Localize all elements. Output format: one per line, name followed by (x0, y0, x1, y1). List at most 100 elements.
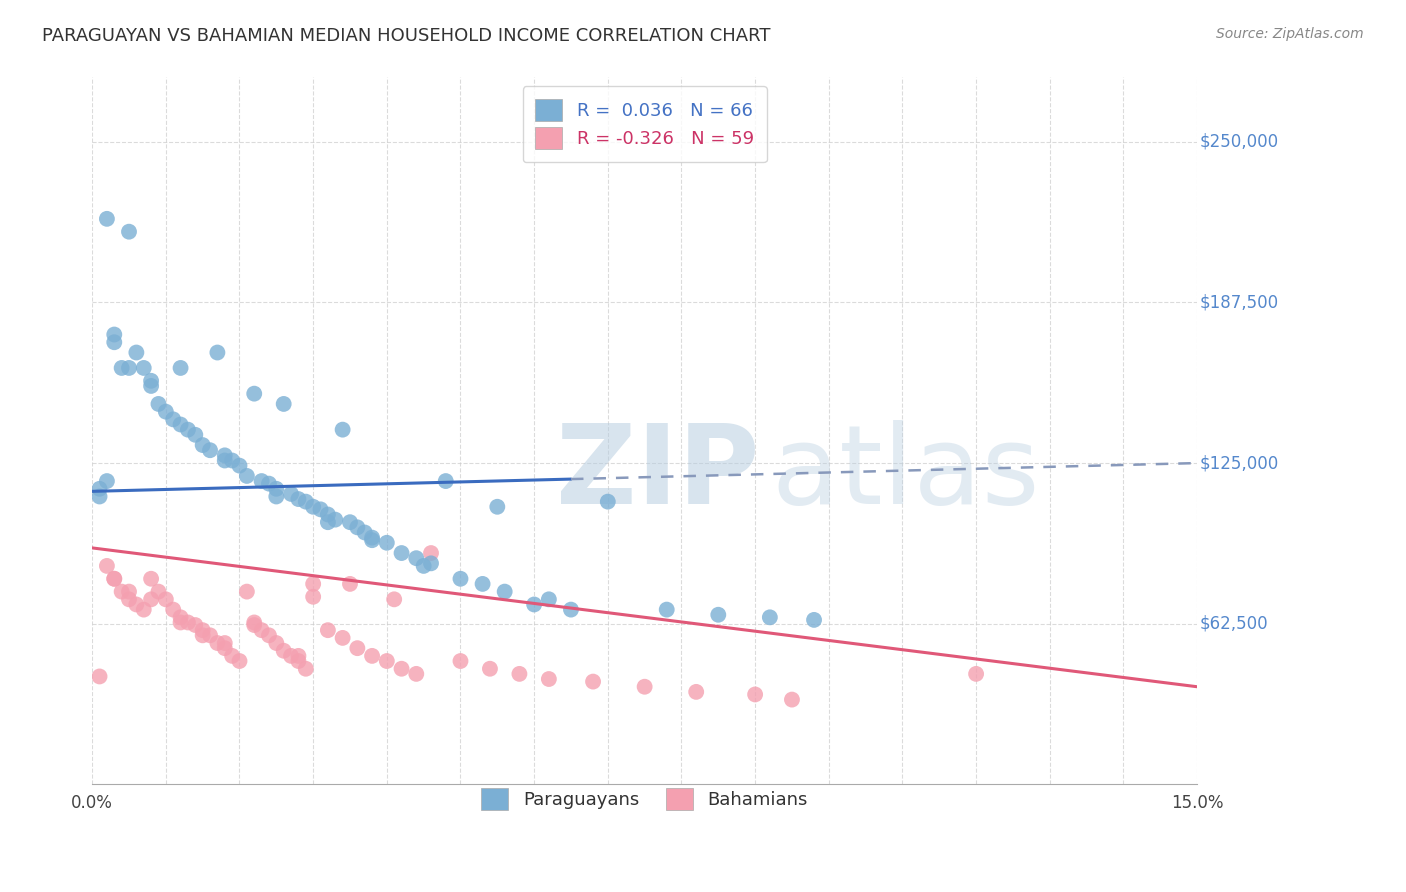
Point (339, 515, 361, 529)
Point (221, 453, 243, 467)
Point (89, 482, 111, 496)
Text: ZIP: ZIP (557, 420, 759, 527)
Point (214, 641, 236, 656)
Point (132, 360, 155, 375)
Point (294, 494, 316, 508)
Point (803, 613, 825, 627)
Point (228, 654, 250, 668)
Point (494, 584, 516, 599)
Point (323, 513, 346, 527)
Point (759, 610, 782, 624)
Point (191, 623, 214, 637)
Text: $187,500: $187,500 (1199, 293, 1278, 311)
Point (214, 448, 236, 462)
Point (405, 551, 427, 566)
Point (339, 577, 361, 591)
Point (685, 685, 707, 699)
Point (316, 515, 339, 529)
Point (228, 458, 250, 473)
Point (89, 490, 111, 504)
Point (582, 674, 605, 689)
Point (780, 692, 803, 706)
Point (302, 577, 325, 591)
Point (537, 672, 560, 686)
Point (346, 641, 368, 656)
Text: Source: ZipAtlas.com: Source: ZipAtlas.com (1216, 27, 1364, 41)
Point (420, 546, 443, 560)
Point (103, 327, 125, 342)
Point (287, 491, 309, 506)
Point (405, 666, 427, 681)
Point (353, 525, 375, 540)
Point (655, 602, 678, 616)
Point (177, 423, 200, 437)
Point (214, 453, 236, 467)
Point (118, 225, 141, 239)
Point (287, 654, 309, 668)
Point (375, 654, 398, 668)
Point (266, 490, 288, 504)
Point (478, 662, 501, 676)
Point (965, 666, 987, 681)
Point (508, 666, 530, 681)
Point (111, 584, 134, 599)
Point (125, 345, 148, 359)
Point (118, 360, 141, 375)
Point (471, 577, 494, 591)
Point (523, 598, 546, 612)
Point (155, 404, 177, 418)
Point (148, 584, 170, 599)
Point (412, 558, 434, 573)
Point (707, 607, 730, 622)
Point (243, 386, 266, 401)
Point (361, 531, 384, 545)
Point (250, 474, 273, 488)
Point (391, 662, 413, 676)
Legend: Paraguayans, Bahamians: Paraguayans, Bahamians (467, 774, 823, 825)
Point (250, 623, 273, 637)
Point (155, 592, 177, 607)
Point (236, 584, 259, 599)
Point (280, 648, 302, 663)
Point (177, 615, 200, 630)
Point (148, 397, 170, 411)
Point (103, 335, 125, 350)
Point (332, 423, 354, 437)
Point (382, 592, 405, 607)
Point (273, 397, 295, 411)
Point (309, 502, 332, 516)
Point (302, 500, 325, 514)
Point (257, 476, 280, 491)
Point (162, 602, 184, 616)
Point (103, 572, 125, 586)
Point (214, 636, 236, 650)
Point (243, 618, 266, 632)
Point (744, 688, 766, 702)
Point (450, 572, 472, 586)
Point (118, 592, 141, 607)
Point (139, 572, 162, 586)
Point (280, 487, 302, 501)
Point (375, 535, 398, 549)
Point (287, 648, 309, 663)
Point (266, 636, 288, 650)
Point (434, 474, 457, 488)
Point (184, 427, 207, 442)
Point (139, 592, 162, 607)
Point (96, 474, 118, 488)
Point (221, 648, 243, 663)
Point (162, 412, 184, 426)
Point (302, 590, 325, 604)
Point (391, 546, 413, 560)
Point (191, 628, 214, 642)
Point (346, 520, 368, 534)
Point (316, 623, 339, 637)
Point (198, 443, 221, 458)
Point (111, 360, 134, 375)
Point (243, 615, 266, 630)
Point (125, 598, 148, 612)
Point (273, 644, 295, 658)
Point (132, 602, 155, 616)
Point (191, 438, 214, 452)
Point (139, 374, 162, 388)
